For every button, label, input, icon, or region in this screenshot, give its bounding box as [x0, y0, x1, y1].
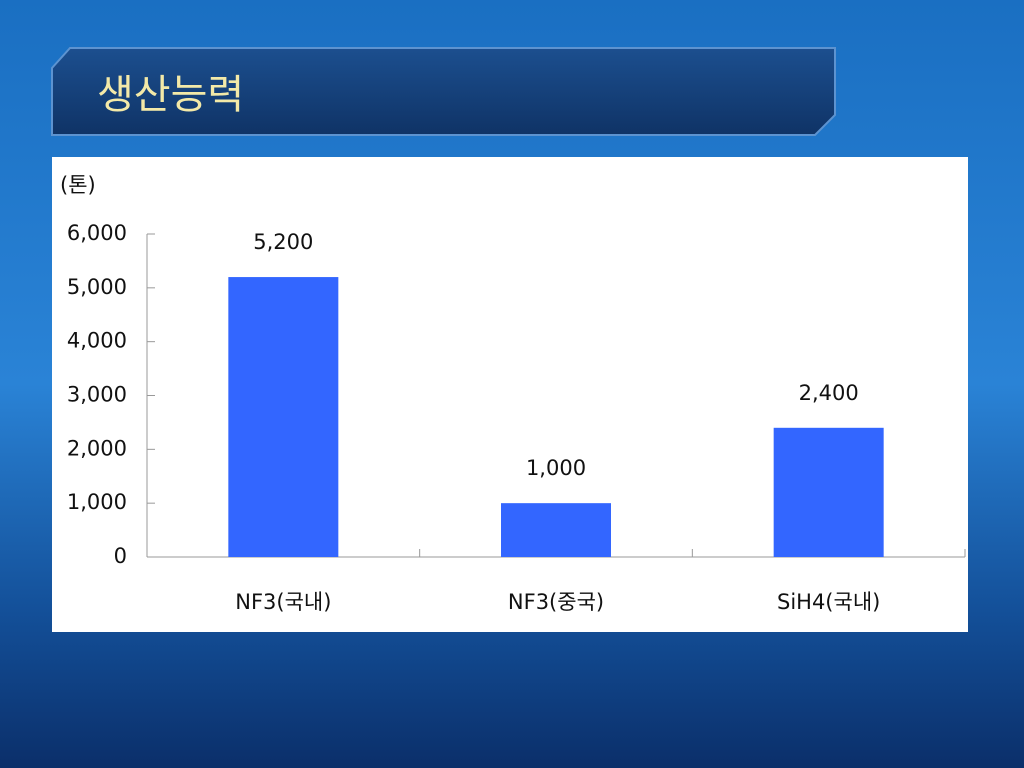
- y-tick-label: 6,000: [67, 221, 127, 245]
- y-tick-label: 0: [114, 544, 127, 568]
- title-banner: [51, 47, 836, 136]
- y-tick-label: 2,000: [67, 436, 127, 460]
- value-label: 5,200: [253, 230, 313, 254]
- y-tick-label: 3,000: [67, 383, 127, 407]
- y-tick-label: 5,000: [67, 275, 127, 299]
- bar: [228, 277, 339, 557]
- y-tick-label: 4,000: [67, 329, 127, 353]
- y-tick-label: 1,000: [67, 490, 127, 514]
- value-label: 1,000: [526, 456, 586, 480]
- bar: [501, 503, 611, 557]
- slide-title: 생산능력: [97, 72, 244, 118]
- x-tick-label: NF3(중국): [508, 590, 604, 614]
- x-tick-label: NF3(국내): [235, 590, 331, 614]
- chart: (톤) 0 1,000 2,000 3,000 4,000 5,000 6,000 NF3(국…: [60, 173, 966, 614]
- x-tick-label: SiH4(국내): [777, 590, 880, 614]
- bar: [773, 427, 884, 557]
- value-label: 2,400: [799, 381, 859, 405]
- y-axis-label: (톤): [60, 173, 96, 197]
